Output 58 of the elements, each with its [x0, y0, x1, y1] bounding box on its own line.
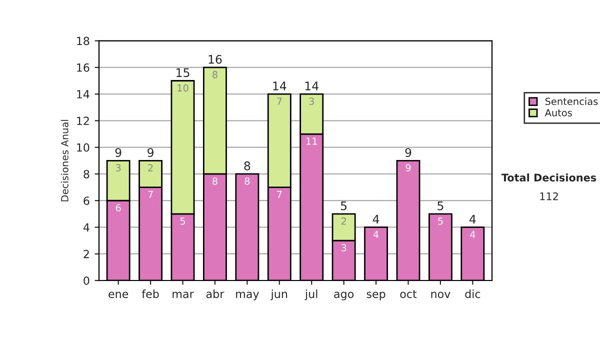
data-label: 8 — [212, 177, 218, 185]
total-label: 14 — [273, 82, 286, 90]
x-tick-label: feb — [142, 290, 159, 298]
y-tick-label: 14 — [77, 90, 90, 98]
y-tick-label: 6 — [84, 196, 90, 205]
data-label: 4 — [373, 230, 379, 238]
total-label: 9 — [405, 148, 412, 158]
total-label: 8 — [244, 161, 250, 170]
data-label: 7 — [277, 98, 282, 105]
data-label: 4 — [470, 230, 476, 238]
total-label: 4 — [372, 214, 380, 224]
data-label: 11 — [306, 138, 317, 145]
y-tick-label: 12 — [77, 116, 89, 125]
y-tick-label: 16 — [77, 63, 90, 72]
data-label: 7 — [277, 190, 282, 198]
data-label: 3 — [341, 244, 346, 252]
y-tick-label: 10 — [77, 143, 90, 152]
text: 112 — [540, 192, 558, 200]
y-axis-title: Decisiones Anual — [60, 120, 68, 202]
total-label: 15 — [176, 68, 190, 78]
data-label: 5 — [180, 218, 185, 225]
x-tick-label: mar — [172, 292, 194, 298]
data-label: 2 — [341, 217, 346, 225]
data-label: 3 — [309, 98, 314, 105]
total-label: 9 — [148, 148, 154, 158]
y-tick-label: 0 — [84, 276, 90, 285]
x-tick-label: oct — [400, 290, 417, 298]
legend-label: Sentencias — [545, 98, 598, 106]
y-tick-label: 18 — [77, 36, 90, 46]
text: Total Decisiones — [501, 173, 596, 182]
data-label: 7 — [148, 190, 153, 198]
x-tick-label: jul — [304, 290, 318, 300]
data-label: 3 — [116, 164, 121, 172]
y-tick-label: 4 — [83, 223, 90, 232]
x-tick-label: abr — [206, 290, 224, 298]
data-label: 6 — [116, 204, 121, 212]
x-tick-label: ago — [334, 292, 354, 300]
data-label: 9 — [406, 164, 411, 172]
total-label: 5 — [340, 202, 347, 210]
data-label: 5 — [438, 218, 443, 225]
data-label: 8 — [244, 177, 250, 185]
x-tick-label: dic — [465, 290, 480, 298]
legend-label: Autos — [544, 109, 572, 116]
total-label: 16 — [208, 54, 222, 64]
data-label: 8 — [212, 70, 218, 78]
y-tick-label: 2 — [84, 250, 89, 258]
x-tick-label: may — [236, 292, 259, 300]
total-label: 14 — [305, 82, 318, 90]
data-label: 2 — [148, 164, 153, 172]
total-label: 9 — [115, 148, 122, 158]
y-tick-label: 8 — [84, 170, 90, 178]
data-label: 10 — [178, 84, 188, 92]
x-tick-label: jun — [270, 290, 288, 300]
total-label: 5 — [438, 202, 444, 210]
x-tick-label: nov — [431, 292, 450, 298]
total-label: 4 — [469, 214, 476, 224]
x-tick-label: ene — [108, 292, 128, 298]
x-tick-label: sep — [366, 292, 386, 300]
